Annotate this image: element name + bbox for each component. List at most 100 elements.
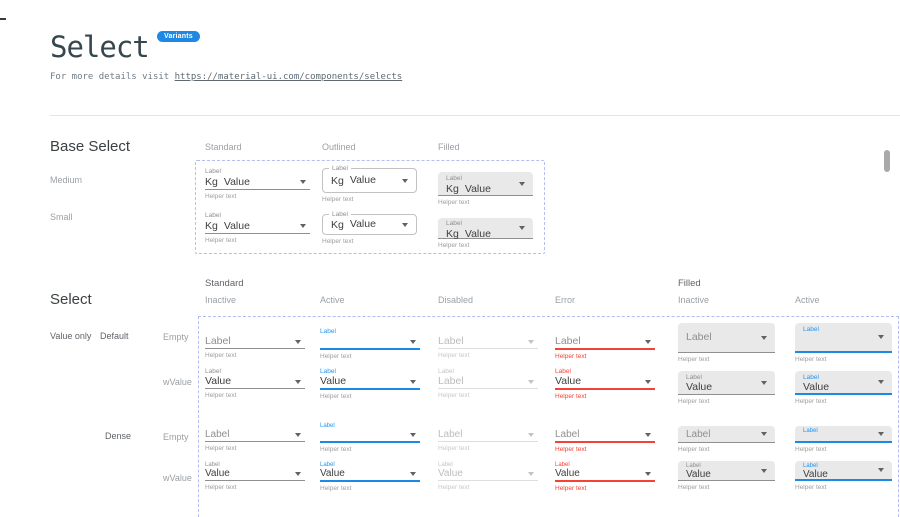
select-standard-error-default-empty[interactable]: Label Helper text: [555, 328, 655, 360]
select-underline: [320, 388, 420, 390]
state-header-inactive: Inactive: [205, 295, 237, 305]
select-standard-inactive-default-with-value[interactable]: Label Value Helper text: [205, 368, 305, 399]
select-standard-inactive-dense-empty[interactable]: Label Helper text: [205, 423, 305, 452]
select-value: Label: [686, 429, 711, 440]
select-filled-inactive-default-with-value[interactable]: Label Value Helper text: [678, 371, 775, 405]
group-header-standard: Standard: [205, 278, 244, 289]
select-standard-error-dense-with-value[interactable]: Label Value Helper text: [555, 462, 655, 492]
select-field: Label: [678, 426, 775, 443]
select-standard-inactive-default-empty[interactable]: Label Helper text: [205, 328, 305, 359]
dropdown-caret-icon: [295, 339, 301, 344]
scrollbar-thumb[interactable]: [884, 150, 890, 172]
dropdown-caret-icon: [519, 226, 525, 230]
select-underline: [320, 441, 420, 443]
section-divider: [50, 115, 900, 116]
select-field: Label: [438, 376, 538, 387]
select-value: Value: [223, 175, 250, 188]
select-label: Label: [446, 175, 462, 182]
select-standard-disabled-default-with-value[interactable]: Label Label Helper text: [438, 368, 538, 399]
select-value: Value: [555, 468, 580, 479]
select-field: Value: [205, 376, 305, 387]
select-field: Label: [555, 430, 655, 440]
select-field: Kg Value: [205, 176, 310, 188]
select-value: Value: [464, 182, 491, 195]
select-standard-disabled-dense-with-value[interactable]: Label Value Helper text: [438, 462, 538, 491]
column-header-filled: Filled: [438, 142, 460, 152]
select-label: Label: [555, 462, 570, 468]
dropdown-caret-icon: [878, 335, 884, 339]
select-field: Label: [438, 336, 538, 347]
select-filled-active-dense-with-value[interactable]: Label Value Helper text: [795, 461, 892, 491]
select-filled-inactive-dense-empty[interactable]: Label Helper text: [678, 426, 775, 453]
select-adornment: Kg: [205, 176, 218, 188]
select-adornment: Kg: [205, 220, 218, 232]
select-value: Value: [349, 174, 376, 187]
select-label: Label: [803, 326, 819, 333]
select-standard-active-default-with-value[interactable]: Label Value Helper text: [320, 368, 420, 400]
helper-text: Helper text: [555, 353, 587, 360]
helper-text: Helper text: [320, 353, 352, 360]
base-select-standard-small[interactable]: Label Kg Value Helper text: [205, 212, 310, 244]
select-value: Value: [686, 381, 713, 393]
row-group-dense: Dense: [105, 431, 132, 441]
select-standard-error-default-with-value[interactable]: Label Value Helper text: [555, 368, 655, 400]
select-underline: [438, 441, 538, 442]
base-select-outlined-medium[interactable]: Label Kg Value Helper text: [322, 164, 417, 203]
select-field: Label Value: [795, 461, 892, 481]
state-header-error: Error: [555, 295, 575, 305]
helper-text: Helper text: [678, 398, 710, 405]
select-field: Value: [320, 469, 420, 479]
select-standard-inactive-dense-with-value[interactable]: Label Value Helper text: [205, 462, 305, 491]
base-select-outlined-small[interactable]: Label Kg Value Helper text: [322, 210, 417, 245]
select-label: Label: [329, 211, 351, 219]
select-filled-inactive-default-empty[interactable]: Label Helper text: [678, 323, 775, 363]
material-ui-link[interactable]: https://material-ui.com/components/selec…: [174, 72, 403, 82]
helper-text: Helper text: [795, 356, 827, 363]
select-value: Label: [438, 335, 464, 348]
select-adornment: Kg: [331, 218, 344, 231]
select-label: Label: [446, 220, 462, 227]
select-label: Label: [205, 462, 220, 468]
select-standard-disabled-dense-empty[interactable]: Label Helper text: [438, 423, 538, 452]
select-adornment: Kg: [446, 228, 459, 240]
select-standard-error-dense-empty[interactable]: Label Helper text: [555, 423, 655, 453]
select-underline: [205, 233, 310, 234]
base-select-filled-small[interactable]: Label Kg Value Helper text: [438, 218, 533, 249]
column-header-standard: Standard: [205, 142, 242, 152]
select-underline: [555, 388, 655, 390]
select-standard-active-dense-with-value[interactable]: Label Value Helper text: [320, 462, 420, 492]
helper-text: Helper text: [438, 352, 470, 359]
select-heading: Select: [50, 291, 92, 308]
select-adornment: Kg: [331, 174, 344, 187]
select-value: Label: [438, 429, 463, 440]
select-standard-active-dense-empty[interactable]: Label Helper text: [320, 423, 420, 453]
state-header-disabled: Disabled: [438, 295, 474, 305]
helper-text: Helper text: [795, 398, 827, 405]
helper-text: Helper text: [438, 199, 470, 206]
select-filled-active-default-with-value[interactable]: Label Value Helper text: [795, 371, 892, 405]
select-value: Value: [686, 469, 711, 480]
dropdown-caret-icon: [761, 468, 767, 473]
select-label: Label: [329, 165, 351, 173]
select-field: Label: [678, 323, 775, 353]
page-title: Select: [50, 30, 150, 64]
select-underline: [205, 441, 305, 442]
select-standard-active-default-empty[interactable]: Label Helper text: [320, 328, 420, 360]
variants-badge: Variants: [157, 31, 200, 42]
base-select-standard-medium[interactable]: Label Kg Value Helper text: [205, 168, 310, 200]
select-value: Label: [438, 375, 464, 388]
select-field: Value: [205, 469, 305, 479]
select-filled-active-dense-empty[interactable]: Label Helper text: [795, 426, 892, 453]
dropdown-caret-icon: [878, 380, 884, 384]
select-label: Label: [320, 368, 336, 375]
select-label: Label: [438, 368, 454, 375]
helper-text: Helper text: [205, 237, 237, 244]
state-header-filled-inactive: Inactive: [678, 295, 710, 305]
select-standard-disabled-default-empty[interactable]: Label Helper text: [438, 328, 538, 359]
select-filled-active-default-empty[interactable]: Label Helper text: [795, 323, 892, 363]
select-filled-inactive-dense-with-value[interactable]: Label Value Helper text: [678, 461, 775, 491]
base-select-filled-medium[interactable]: Label Kg Value Helper text: [438, 172, 533, 206]
select-field: Label Kg Value: [438, 218, 533, 240]
dropdown-caret-icon: [528, 433, 534, 437]
select-field: [320, 336, 420, 347]
